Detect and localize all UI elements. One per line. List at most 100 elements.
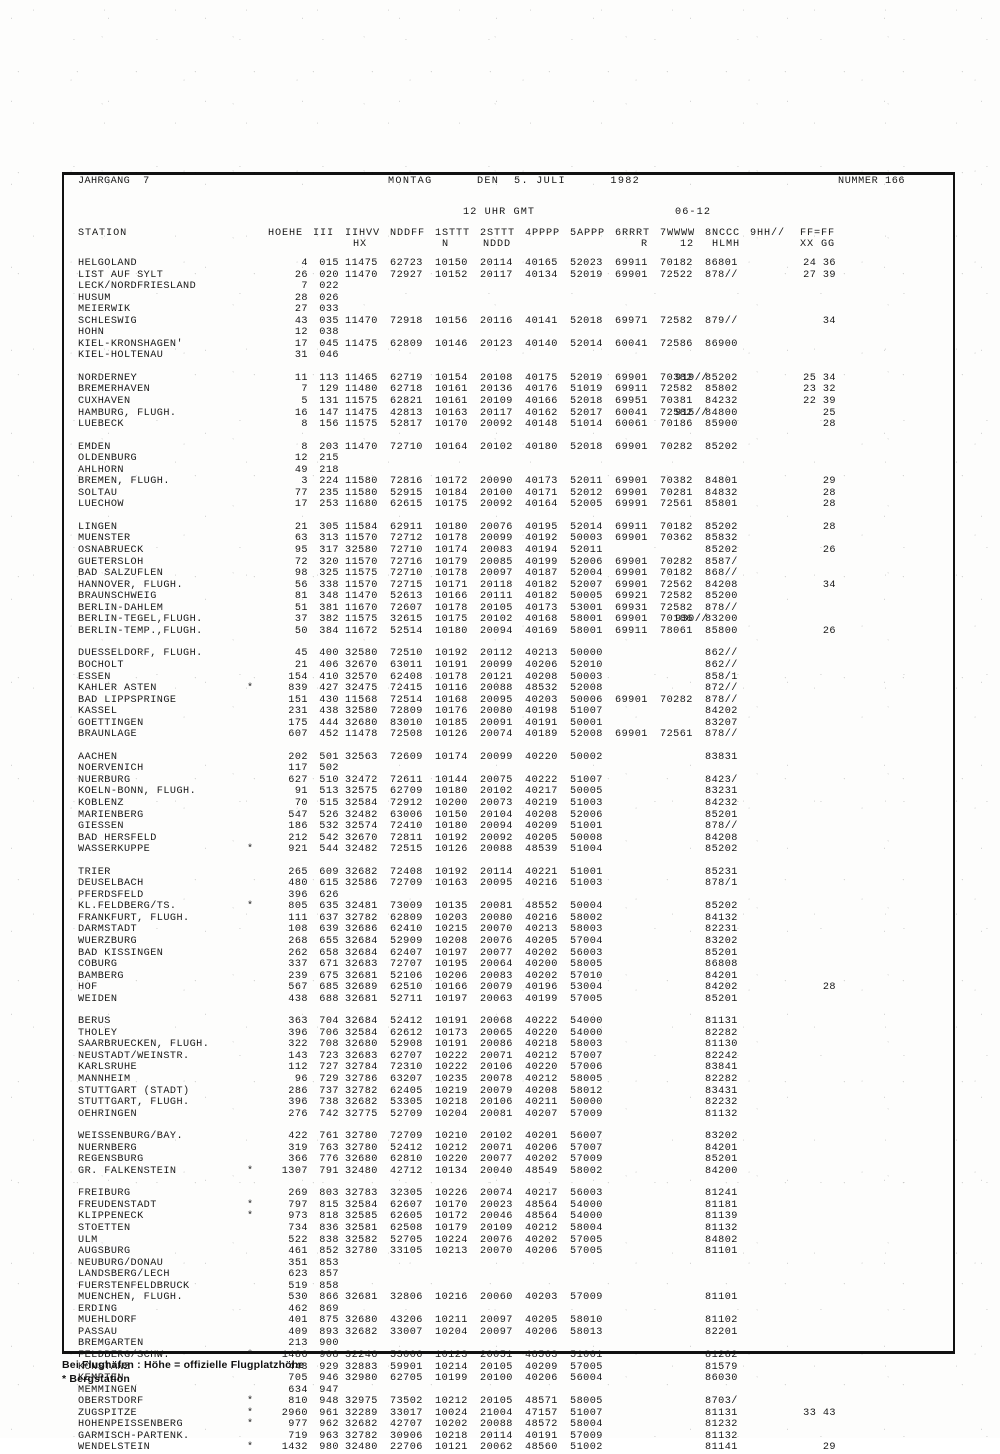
group-5appp: 57010 [570, 970, 603, 982]
station-name: LINGEN [78, 521, 118, 533]
column-header-7wwww: 7WWWW [660, 228, 696, 239]
group-nddff: 62718 [390, 384, 423, 396]
table-row: HELGOLAND 4 015 11475 62723 10150 20114 40165 52… [0, 258, 1000, 270]
table-row: AACHEN 202 501 32563 72609 10174 20099 40220 500… [0, 752, 1000, 764]
column-header-iii: III [313, 228, 335, 239]
group-nddff: 62719 [390, 372, 423, 384]
station-name: GIESSEN [78, 821, 124, 833]
group-4pppp: 40176 [525, 384, 558, 396]
station-height: 175 [288, 717, 308, 729]
group-5appp: 51004 [570, 844, 603, 856]
table-row: NEUBURG/DONAU 351 853 [0, 1258, 1000, 1270]
station-height: 72 [294, 556, 308, 568]
group-2sttt: 20060 [480, 1292, 513, 1304]
station-height: 627 [288, 774, 308, 786]
group-1sttt: 10211 [435, 1315, 468, 1327]
table-row: KOBLENZ 70 515 32584 72912 10200 20073 40219 510… [0, 798, 1000, 810]
group-6rrrt: 69901 [615, 556, 648, 568]
station-height: 977 [288, 1419, 308, 1431]
table-row: BERLIN-TEGEL,FLUGH. 37 382 11575 32615 10175 2… [0, 614, 1000, 626]
group-iihvv: 32481 [345, 901, 378, 913]
group-6rrrt: 69901 [615, 729, 648, 741]
group-iihvv: 32574 [345, 821, 378, 833]
group-6rrrt: 69991 [615, 499, 648, 511]
station-name: WEISSENBURG/BAY. [78, 1131, 184, 1143]
group-4pppp: 40148 [525, 419, 558, 431]
group-5appp: 51007 [570, 1407, 603, 1419]
group-5appp: 50002 [570, 751, 603, 763]
group-1sttt: 10224 [435, 1234, 468, 1246]
station-id: 325 [319, 568, 339, 580]
station-id: 338 [319, 579, 339, 591]
group-nddff: 32305 [390, 1188, 423, 1200]
group-5appp: 52018 [570, 441, 603, 453]
group-4pppp: 40140 [525, 338, 558, 350]
group-8nccc: 878// [705, 729, 738, 741]
group-2sttt: 20075 [480, 774, 513, 786]
group-5appp: 50004 [570, 901, 603, 913]
station-height: 366 [288, 1154, 308, 1166]
group-1sttt: 10024 [435, 1407, 468, 1419]
station-height: 269 [288, 1188, 308, 1200]
group-6rrrt: 69931 [615, 602, 648, 614]
column-header-ff-ff: FF=FF [800, 228, 836, 239]
group-5appp: 58005 [570, 959, 603, 971]
column-header-6rrrt: 6RRRT [615, 228, 651, 239]
group-2sttt: 20136 [480, 384, 513, 396]
group-8nccc: 85802 [705, 384, 738, 396]
group-4pppp: 40134 [525, 269, 558, 281]
station-id: 033 [319, 304, 339, 316]
station-height: 45 [294, 648, 308, 660]
station-id: 763 [319, 1142, 339, 1154]
group-2sttt: 20100 [480, 487, 513, 499]
station-name: GOETTINGEN [78, 717, 144, 729]
station-height: 567 [288, 982, 308, 994]
column-header-2sttt: 2STTT [480, 228, 516, 239]
group-7wwww: 70182 [660, 568, 693, 580]
station-height: 7 [301, 281, 308, 293]
group-5appp: 56004 [570, 1373, 603, 1385]
station-id: 501 [319, 751, 339, 763]
group-iihvv: 32580 [345, 545, 378, 557]
station-height: 530 [288, 1292, 308, 1304]
group-iihvv: 32681 [345, 970, 378, 982]
group-2sttt: 20080 [480, 912, 513, 924]
station-group: TRIER 265 609 32682 72408 10192 20114 40221 5100… [0, 867, 1000, 1006]
station-id: 317 [319, 545, 339, 557]
group-6rrrt: 69901 [615, 579, 648, 591]
station-name: WASSERKUPPE [78, 844, 151, 856]
group-2sttt: 20104 [480, 809, 513, 821]
group-ffff-xxgg: 28 [822, 487, 836, 499]
station-name: LIST AUF SYLT [78, 269, 164, 281]
station-name: REGENSBURG [78, 1154, 144, 1166]
group-6rrrt: 69901 [615, 441, 648, 453]
group-nddff: 72927 [390, 269, 423, 281]
station-name: MUENCHEN, FLUGH. [78, 1292, 184, 1304]
station-height: 12 [294, 453, 308, 465]
station-name: OEHRINGEN [78, 1108, 138, 1120]
group-nddff: 72809 [390, 706, 423, 718]
group-nddff: 52908 [390, 1039, 423, 1051]
column-subheader-12: 12 [680, 239, 695, 250]
station-id: 427 [319, 683, 339, 695]
group-7wwww: 72582 [660, 591, 693, 603]
group-1sttt: 10180 [435, 786, 468, 798]
group-5appp: 57005 [570, 1234, 603, 1246]
group-8nccc: 86808 [705, 959, 738, 971]
group-iihvv: 32682 [345, 1419, 378, 1431]
station-id: 384 [319, 625, 339, 637]
table-column-headers: STATION HOEHE III IIHVV NDDFF 1STTT 2STTT 4PPPP… [0, 228, 1000, 256]
station-id: 532 [319, 821, 339, 833]
group-1sttt: 10222 [435, 1062, 468, 1074]
group-7wwww: 70186 [660, 614, 693, 626]
group-2sttt: 20076 [480, 521, 513, 533]
group-4pppp: 40175 [525, 372, 558, 384]
group-5appp: 57007 [570, 1142, 603, 1154]
table-row: OSNABRUECK 95 317 32580 72710 10174 20083 40194… [0, 545, 1000, 557]
group-5appp: 50000 [570, 648, 603, 660]
table-row: FREUDENSTADT * 797 815 32584 62607 10170 20023 4… [0, 1200, 1000, 1212]
group-5appp: 53001 [570, 602, 603, 614]
group-iihvv: 11470 [345, 441, 378, 453]
group-7wwww: 70282 [660, 694, 693, 706]
group-1sttt: 10150 [435, 809, 468, 821]
